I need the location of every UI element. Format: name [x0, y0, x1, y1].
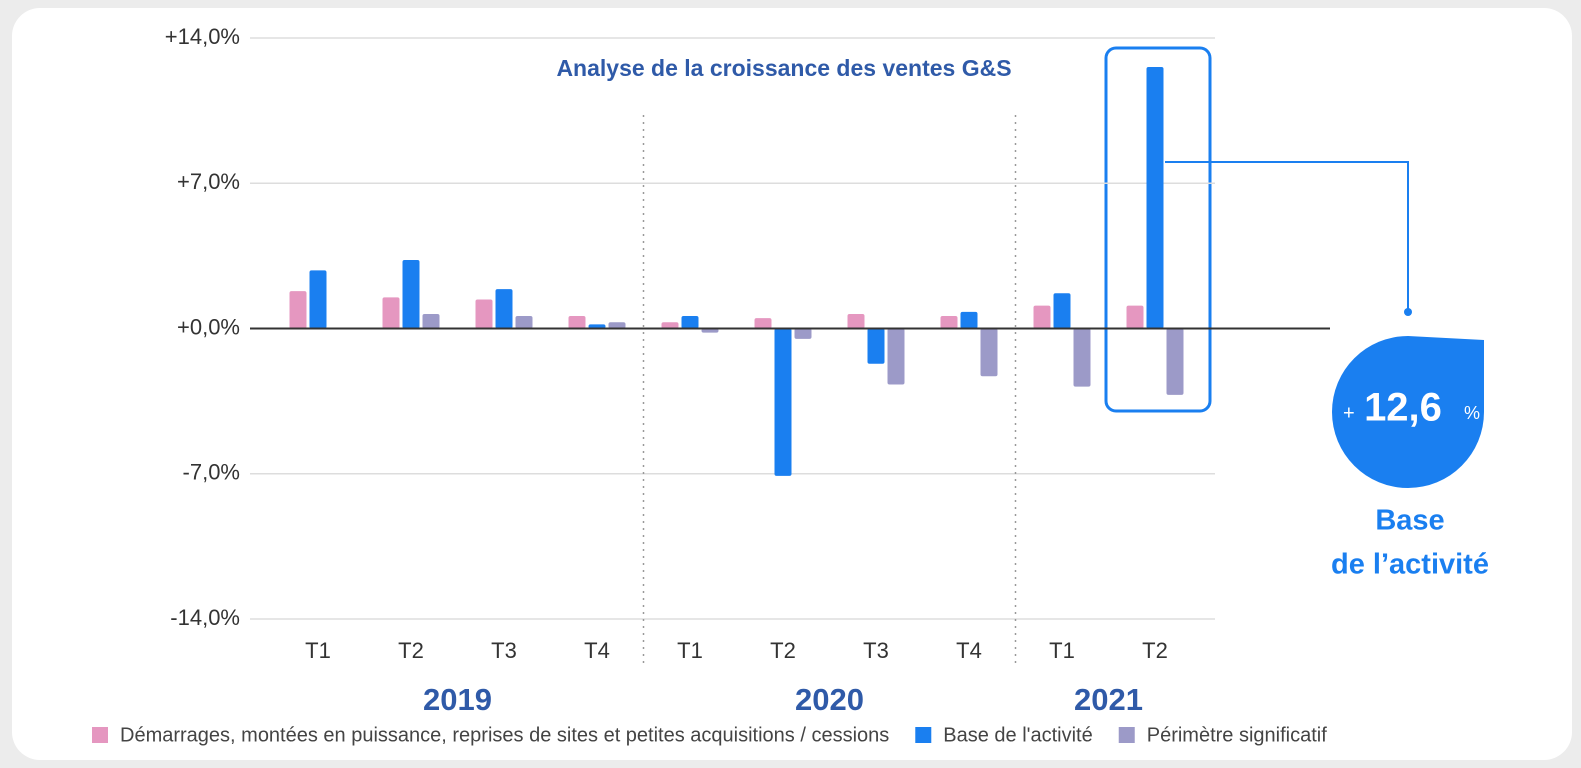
bar — [1146, 67, 1164, 329]
bar — [515, 316, 533, 329]
legend-swatch — [92, 727, 108, 743]
bar — [774, 328, 792, 476]
y-tick-label: +0,0% — [177, 314, 240, 339]
legend-swatch — [1118, 727, 1135, 743]
y-tick-label: -7,0% — [183, 460, 240, 485]
x-tick-label: T2 — [398, 638, 424, 663]
badge — [1332, 336, 1484, 488]
badge-label: de l’activité — [1331, 549, 1489, 581]
group-label: 2020 — [795, 682, 864, 717]
bar — [1126, 305, 1144, 329]
bar — [661, 322, 679, 329]
y-tick-label: +14,0% — [165, 24, 240, 49]
bar — [588, 324, 606, 329]
bar — [1053, 293, 1071, 329]
bar — [1033, 305, 1051, 329]
bar — [960, 311, 978, 329]
y-tick-label: -14,0% — [170, 605, 240, 630]
x-tick-label: T1 — [677, 638, 703, 663]
x-tick-label: T3 — [491, 638, 517, 663]
bar — [382, 297, 400, 329]
x-tick-label: T2 — [1142, 638, 1168, 663]
bar — [608, 322, 626, 329]
bar — [475, 299, 493, 329]
badge-label: Base — [1375, 505, 1444, 537]
x-tick-label: T3 — [863, 638, 889, 663]
group-label: 2021 — [1074, 682, 1143, 717]
group-label: 2019 — [423, 682, 492, 717]
bar — [568, 316, 586, 329]
x-tick-label: T2 — [770, 638, 796, 663]
bar — [681, 316, 699, 329]
x-tick-label: T4 — [584, 638, 610, 663]
bar — [940, 316, 958, 329]
bar — [289, 291, 307, 329]
chart-title: Analyse de la croissance des ventes G&S — [556, 55, 1011, 81]
legend-label: Démarrages, montées en puissance, repris… — [120, 724, 889, 746]
x-tick-label: T1 — [1049, 638, 1075, 663]
bar — [847, 313, 865, 329]
badge-prefix: + — [1343, 402, 1355, 424]
card — [12, 8, 1572, 760]
connector-dot — [1404, 308, 1412, 316]
bar — [1073, 328, 1091, 387]
bar — [887, 328, 905, 385]
y-tick-label: +7,0% — [177, 169, 240, 194]
bar — [701, 328, 719, 333]
badge-value: 12,6 — [1364, 386, 1442, 430]
bar — [402, 260, 420, 329]
connector — [1165, 161, 1409, 312]
bar — [754, 318, 772, 329]
bar — [309, 270, 327, 329]
legend-label: Base de l'activité — [943, 724, 1092, 746]
bar — [495, 289, 513, 329]
legend-swatch — [915, 727, 932, 743]
badge-unit: % — [1464, 403, 1480, 423]
highlight-box — [1104, 46, 1212, 413]
x-tick-label: T1 — [305, 638, 331, 663]
bar — [867, 328, 885, 364]
bar — [1166, 328, 1184, 395]
legend-label: Périmètre significatif — [1147, 724, 1328, 746]
bar — [980, 328, 998, 377]
x-tick-label: T4 — [956, 638, 982, 663]
bar — [422, 313, 440, 329]
bar — [794, 328, 812, 339]
